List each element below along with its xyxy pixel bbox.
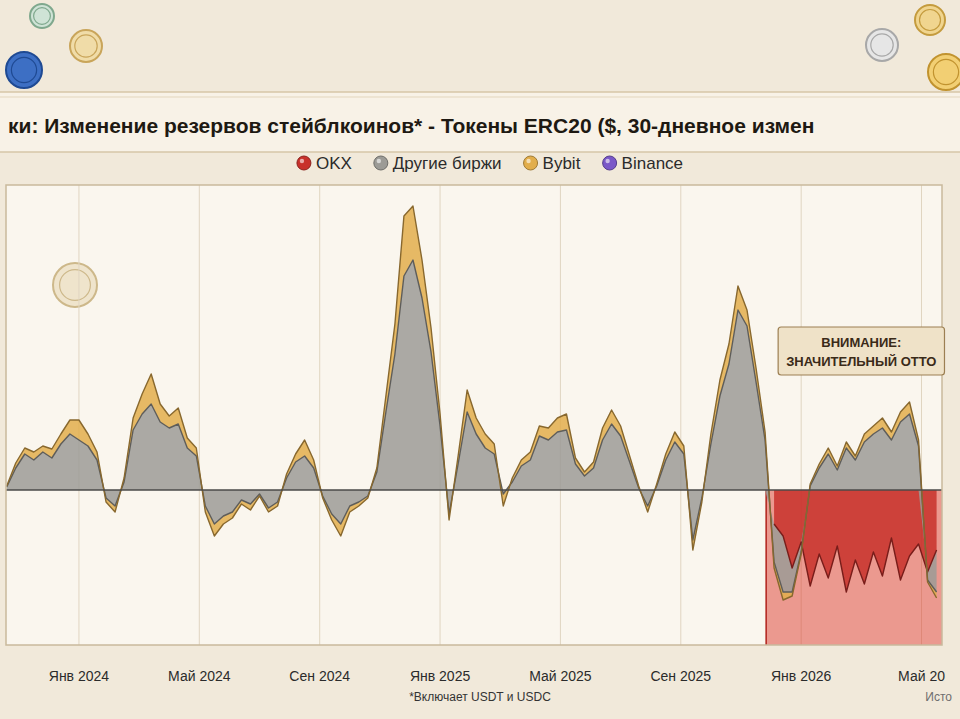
series-line [774, 524, 937, 592]
coin-decoration [30, 4, 54, 28]
coin-decoration-ring [871, 34, 893, 56]
highlight-edge [765, 490, 767, 645]
highlight-zone [766, 490, 942, 645]
title-band [0, 92, 960, 152]
annotation-text: ВНИМАНИЕ: [821, 335, 901, 350]
legend-marker [374, 156, 388, 170]
series-area [7, 260, 937, 592]
legend-marker [603, 156, 617, 170]
x-tick-label: Май 20 [898, 668, 945, 684]
coin-decoration [6, 52, 42, 88]
footnote: *Включает USDT и USDC [409, 690, 551, 704]
coin-decoration-ring [920, 10, 941, 31]
source: Исто [925, 690, 952, 704]
x-tick-label: Янв 2025 [410, 668, 471, 684]
legend-label: Bybit [543, 154, 581, 173]
x-tick-label: Сен 2024 [289, 668, 350, 684]
legend-marker [297, 156, 311, 170]
grid-line [560, 185, 561, 645]
series-line [7, 260, 937, 592]
title: ки: Изменение резервов стейблкоинов* - Т… [8, 114, 814, 137]
zero-line [6, 489, 942, 491]
x-tick-label: Сен 2025 [650, 668, 711, 684]
coin-decoration [928, 54, 960, 90]
annotation-text: ЗНАЧИТЕЛЬНЫЙ ОТТО [786, 354, 936, 369]
plot-background [6, 185, 942, 645]
series-line [7, 206, 937, 600]
grid-line [199, 185, 200, 645]
x-tick-label: Янв 2024 [49, 668, 110, 684]
coin-decoration-ring [34, 8, 51, 25]
x-tick-label: Май 2025 [529, 668, 592, 684]
legend-marker-shine [605, 159, 609, 163]
plot-marks [7, 206, 942, 645]
coin-decoration-ring [933, 59, 958, 84]
chart-svg: ки: Изменение резервов стейблкоинов* - Т… [0, 0, 960, 719]
coin-decoration [70, 30, 102, 62]
title-band-line [0, 97, 960, 98]
coin-decoration [866, 29, 898, 61]
legend-label: Другие биржи [393, 154, 502, 173]
annotation-box [778, 327, 944, 375]
grid-line [680, 185, 681, 645]
grid-line [319, 185, 320, 645]
annotation: ВНИМАНИЕ: ЗНАЧИТЕЛЬНЫЙ ОТТО [778, 327, 944, 375]
legend-marker-shine [526, 159, 530, 163]
x-tick-label: Май 2024 [168, 668, 231, 684]
legend-marker-shine [300, 159, 304, 163]
coin-decoration-ring [11, 57, 36, 82]
plot-frame [6, 185, 942, 645]
grid-line [78, 185, 79, 645]
coin-decoration-ring [60, 270, 91, 301]
coin-decoration [915, 5, 945, 35]
series-area [774, 490, 937, 592]
legend-label: Binance [622, 154, 683, 173]
x-tick-label: Янв 2026 [771, 668, 832, 684]
series-area [7, 206, 937, 600]
legend-marker-shine [377, 159, 381, 163]
coin-decoration-ring [75, 35, 97, 57]
legend-marker [524, 156, 538, 170]
coin-decoration [53, 263, 97, 307]
legend-label: OKX [316, 154, 352, 173]
legend: OKX Другие биржи Bybit Binance [297, 154, 683, 173]
